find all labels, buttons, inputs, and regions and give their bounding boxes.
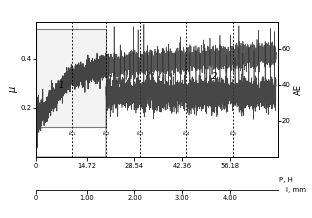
- Text: $\it{l}_{{C2}}$: $\it{l}_{{C2}}$: [102, 129, 110, 138]
- Y-axis label: μ: μ: [8, 86, 18, 92]
- Y-axis label: AE: AE: [294, 84, 303, 95]
- Text: $\it{l}_{{C3}}$: $\it{l}_{{C3}}$: [136, 129, 144, 138]
- Text: $\it{l}_{{C1}}$: $\it{l}_{{C1}}$: [68, 129, 76, 138]
- Text: $\it{l}_{{C5}}$: $\it{l}_{{C5}}$: [229, 129, 237, 138]
- Text: $\it{l}_{{C4}}$: $\it{l}_{{C4}}$: [182, 129, 190, 138]
- Bar: [36, 29, 106, 128]
- Text: l, mm: l, mm: [286, 187, 306, 192]
- Text: 1: 1: [58, 81, 64, 90]
- Text: P, H: P, H: [280, 177, 293, 182]
- Text: 2: 2: [212, 72, 217, 82]
